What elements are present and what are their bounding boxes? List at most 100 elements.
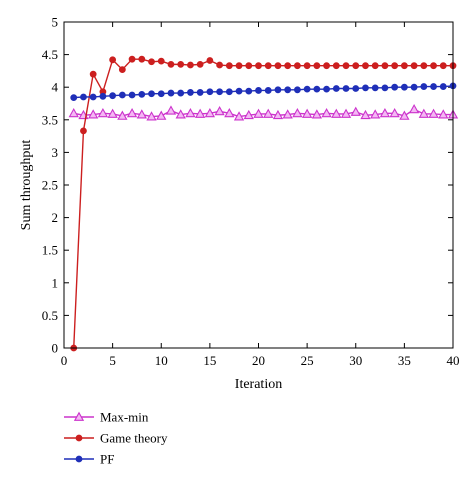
data-point [313,85,321,93]
data-point [311,109,322,119]
data-point [255,62,262,70]
data-point [245,62,253,70]
data-point [340,108,352,118]
data-point [391,83,399,91]
data-point [430,83,437,90]
data-point [303,62,311,70]
data-point [264,62,272,70]
data-point [118,66,126,73]
data-point [420,62,428,70]
y-tick-label: 4.5 [42,47,58,62]
x-tick-label: 15 [203,353,216,368]
series-line [73,85,454,99]
data-point [438,109,449,119]
data-point [332,85,340,92]
y-tick-label: 1.5 [42,243,58,258]
legend-label: PF [100,452,114,467]
x-tick-label: 25 [301,353,314,368]
data-point [379,107,391,118]
legend-entry: PF [64,452,114,467]
data-point [89,93,97,101]
data-point [332,62,340,70]
data-point [371,62,379,70]
data-point [224,107,235,118]
data-point [381,62,389,70]
legend-marker [73,411,85,421]
data-point [136,109,147,119]
data-point [185,107,196,118]
data-point [303,85,311,93]
y-tick-label: 0.5 [42,308,58,323]
y-tick-label: 3 [52,145,59,160]
data-point [167,89,175,97]
series-group [68,55,459,352]
data-point [128,55,136,63]
legend-label: Game theory [100,431,168,446]
data-point [206,88,214,96]
data-point [418,108,429,118]
data-point [292,107,303,118]
data-point [391,62,399,70]
data-point [177,89,185,97]
data-point [263,108,274,118]
series-pf [70,82,457,102]
data-point [400,62,408,70]
data-point [128,91,136,99]
data-point [284,62,292,70]
data-point [214,105,225,116]
data-point [175,109,186,119]
plot-area-frame [63,21,454,349]
data-point [352,85,360,92]
series-line [73,58,453,349]
data-point [243,109,254,120]
y-axis-title: Sum throughput [19,140,34,231]
data-point [187,89,194,96]
data-point [225,88,233,96]
data-point [253,108,264,118]
legend-marker [75,434,83,442]
data-point [430,62,437,70]
y-tick-label: 3.5 [42,112,58,127]
data-point [109,56,117,64]
data-point [107,108,118,118]
data-point [138,90,146,98]
x-tick-label: 30 [349,353,362,368]
data-point [274,86,282,94]
data-point [362,84,369,92]
legend: Max-min Game theory PF [64,410,168,467]
data-point [400,83,408,91]
data-point [439,83,447,90]
data-point [370,109,381,119]
data-point [225,62,233,70]
data-point [301,108,313,118]
legend-entry: Game theory [64,431,168,446]
data-point [216,61,224,69]
series-max-min [68,104,459,121]
data-point [321,107,332,118]
data-point [428,108,439,118]
legend-label: Max-min [100,410,149,425]
data-point [216,88,224,96]
data-point [264,87,272,94]
data-point [235,87,243,95]
data-point [138,55,146,63]
data-point [352,62,360,70]
data-point [157,57,165,65]
series-line [73,108,453,118]
data-point [195,108,206,118]
data-point [323,62,330,70]
x-tick-label: 10 [155,353,168,368]
data-point [293,62,301,70]
data-point [204,107,216,118]
data-point [80,93,87,101]
x-tick-label: 35 [398,353,411,368]
data-point [323,85,330,93]
data-point [282,109,293,119]
data-point [399,110,410,120]
data-point [196,60,204,68]
data-point [360,109,371,120]
data-point [233,111,245,121]
data-point [371,84,379,92]
data-point [126,107,138,118]
x-tick-label: 5 [109,353,116,368]
